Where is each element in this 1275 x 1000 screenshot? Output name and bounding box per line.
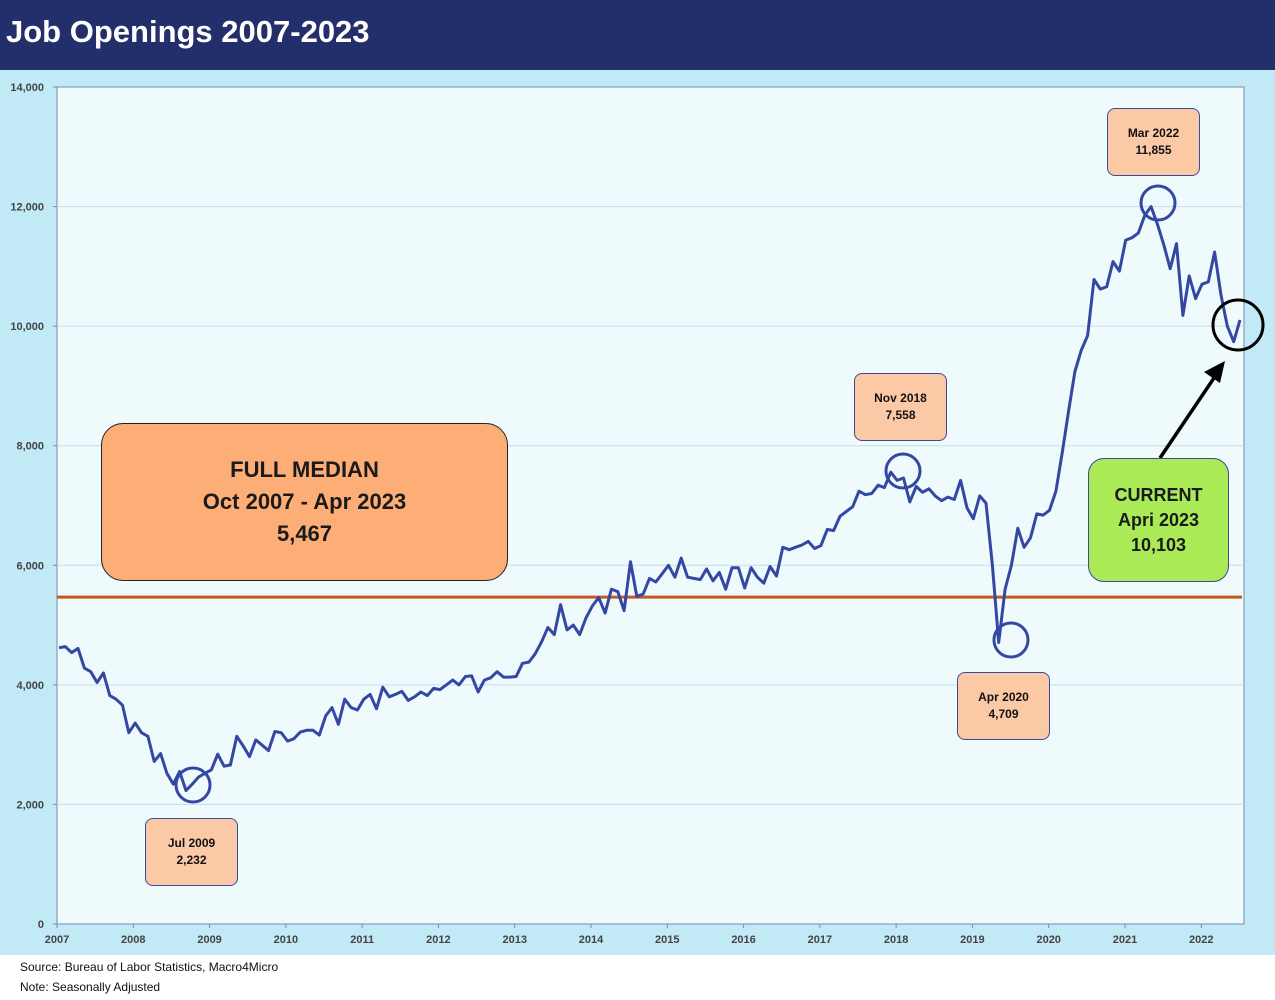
x-tick-label: 2011 xyxy=(350,934,374,946)
callout-value: 7,558 xyxy=(885,408,916,422)
marker-apr-2020 xyxy=(992,621,1030,659)
y-tick-label: 2,000 xyxy=(16,799,44,811)
y-axis-ticks: 0 2,000 4,000 6,000 8,000 10,000 12,000 14,000 xyxy=(10,82,57,931)
current-callout-value: 10,103 xyxy=(1130,534,1187,555)
callout-label: Mar 2022 xyxy=(1127,126,1180,140)
x-tick-label: 2020 xyxy=(1036,934,1060,946)
x-axis-ticks: 2007 2008 2009 2010 2011 2012 2013 2014 2015 2016… xyxy=(45,924,1214,946)
current-callout-date: Apri 2023 xyxy=(1117,509,1200,530)
marker-jul-2009 xyxy=(174,766,212,804)
chart-panel: 0 2,000 4,000 6,000 8,000 10,000 12,000 14,000 … xyxy=(0,70,1275,955)
x-tick-label: 2019 xyxy=(960,934,984,946)
y-tick-label: 14,000 xyxy=(10,82,44,94)
y-tick-label: 12,000 xyxy=(10,202,44,214)
grid-lines xyxy=(57,206,1244,805)
callout-mar-2022: Mar 2022 11,855 xyxy=(1107,108,1200,176)
x-tick-label: 2009 xyxy=(197,934,221,946)
current-callout-title: CURRENT xyxy=(1114,484,1203,505)
x-tick-label: 2016 xyxy=(731,934,755,946)
current-callout: CURRENT Apri 2023 10,103 xyxy=(1088,458,1229,582)
title-bar: Job Openings 2007-2023 xyxy=(0,0,1275,70)
callout-value: 4,709 xyxy=(988,707,1019,721)
x-tick-label: 2008 xyxy=(121,934,145,946)
callout-label: Jul 2009 xyxy=(167,836,216,850)
current-arrow-shaft xyxy=(1158,374,1218,459)
series-line-job-openings xyxy=(58,205,1242,793)
highlight-markers xyxy=(174,184,1265,804)
y-tick-label: 0 xyxy=(38,919,44,931)
marker-mar-2022 xyxy=(1139,184,1177,222)
marker-nov-2018 xyxy=(884,452,922,490)
source-note: Source: Bureau of Labor Statistics, Macr… xyxy=(20,960,279,974)
x-tick-label: 2021 xyxy=(1113,934,1137,946)
x-tick-label: 2010 xyxy=(274,934,298,946)
current-arrow-head xyxy=(1204,361,1225,383)
callout-label: Apr 2020 xyxy=(978,690,1029,704)
x-tick-label: 2018 xyxy=(884,934,908,946)
callout-jul-2009: Jul 2009 2,232 xyxy=(145,818,238,886)
median-callout-range: Oct 2007 - Apr 2023 xyxy=(202,489,407,514)
x-tick-label: 2007 xyxy=(45,934,69,946)
x-tick-label: 2012 xyxy=(426,934,450,946)
y-tick-label: 6,000 xyxy=(16,560,44,572)
y-tick-label: 4,000 xyxy=(16,680,44,692)
x-tick-label: 2015 xyxy=(655,934,679,946)
y-tick-label: 10,000 xyxy=(10,321,44,333)
marker-current xyxy=(1211,298,1265,352)
seasonal-note: Note: Seasonally Adjusted xyxy=(20,980,161,994)
callout-nov-2018: Nov 2018 7,558 xyxy=(854,373,947,441)
callout-label: Nov 2018 xyxy=(874,391,927,405)
x-tick-label: 2022 xyxy=(1189,934,1213,946)
median-callout-value: 5,467 xyxy=(276,521,333,546)
callout-value: 2,232 xyxy=(176,853,207,867)
median-callout: FULL MEDIAN Oct 2007 - Apr 2023 5,467 xyxy=(101,423,508,581)
median-callout-title: FULL MEDIAN xyxy=(230,457,379,482)
x-tick-label: 2014 xyxy=(579,934,604,946)
callout-apr-2020: Apr 2020 4,709 xyxy=(957,672,1050,740)
x-tick-label: 2017 xyxy=(808,934,832,946)
page-title: Job Openings 2007-2023 xyxy=(6,14,370,49)
y-tick-label: 8,000 xyxy=(16,441,44,453)
x-tick-label: 2013 xyxy=(502,934,526,946)
callout-value: 11,855 xyxy=(1135,143,1172,157)
